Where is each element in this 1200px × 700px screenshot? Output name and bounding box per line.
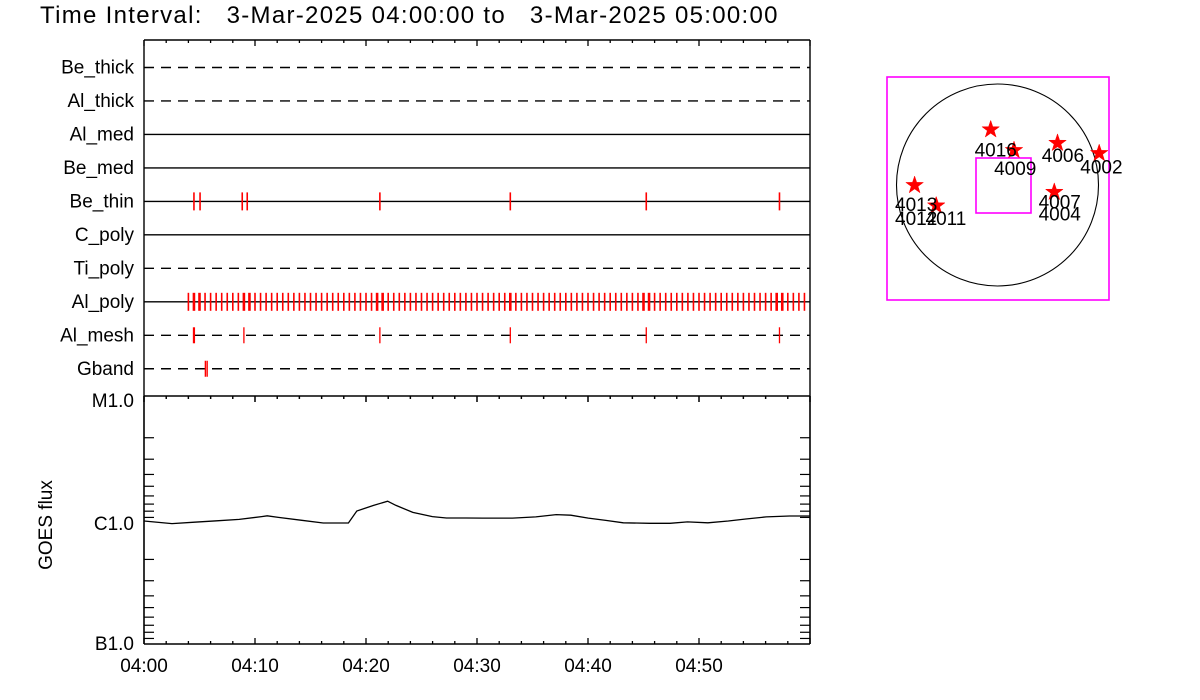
svg-text:04:40: 04:40: [564, 656, 612, 677]
svg-text:04:30: 04:30: [453, 656, 501, 677]
svg-text:Al_med: Al_med: [70, 124, 134, 145]
svg-text:4006: 4006: [1042, 146, 1084, 167]
svg-text:Al_poly: Al_poly: [72, 292, 135, 313]
svg-text:04:10: 04:10: [231, 656, 279, 677]
svg-text:4009: 4009: [994, 159, 1036, 180]
svg-text:B1.0: B1.0: [95, 634, 134, 655]
svg-text:Be_thin: Be_thin: [70, 191, 134, 212]
svg-text:Be_med: Be_med: [63, 158, 134, 179]
svg-text:04:20: 04:20: [342, 656, 390, 677]
svg-text:C1.0: C1.0: [94, 514, 134, 535]
svg-text:4004: 4004: [1039, 205, 1082, 226]
svg-text:4011: 4011: [926, 209, 967, 230]
svg-text:Be_thick: Be_thick: [61, 58, 134, 79]
svg-text:4002: 4002: [1080, 158, 1122, 179]
svg-text:04:50: 04:50: [675, 656, 723, 677]
svg-text:Time Interval: 3-Mar-2025 04: Time Interval: 3-Mar-2025 04:00:00 to 3-…: [40, 2, 779, 29]
svg-text:Ti_poly: Ti_poly: [73, 258, 134, 279]
svg-text:M1.0: M1.0: [92, 391, 134, 412]
svg-text:Al_thick: Al_thick: [67, 91, 134, 112]
svg-text:C_poly: C_poly: [75, 225, 135, 246]
svg-text:04:00: 04:00: [120, 656, 168, 677]
svg-text:Al_mesh: Al_mesh: [60, 325, 134, 346]
svg-text:Gband: Gband: [77, 359, 134, 380]
svg-text:GOES flux: GOES flux: [36, 480, 57, 570]
